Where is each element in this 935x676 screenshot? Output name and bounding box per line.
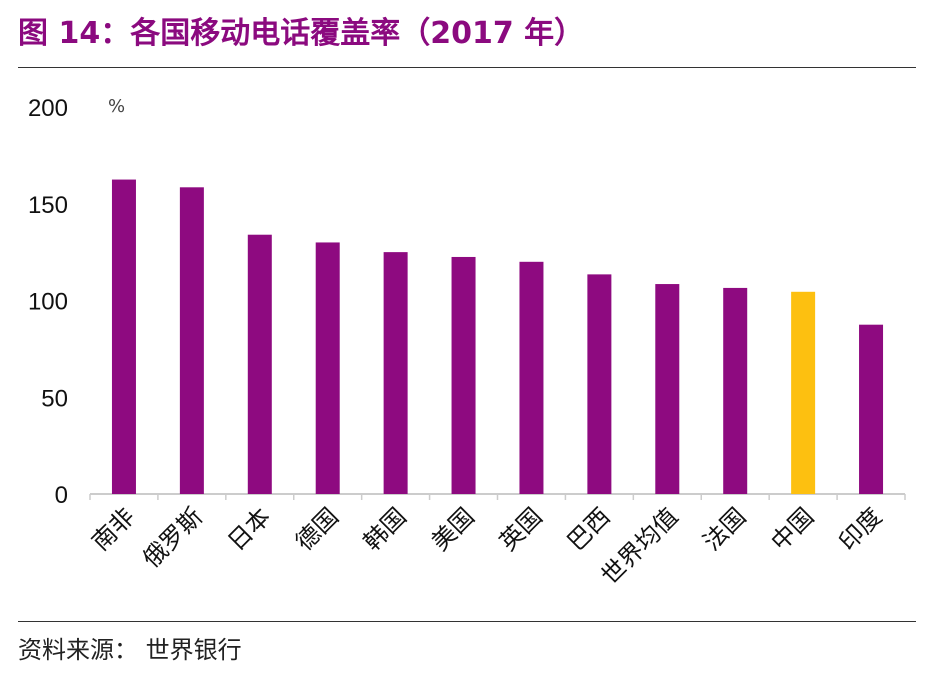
x-tick-label: 法国: [698, 502, 752, 556]
x-tick-label: 中国: [766, 502, 820, 556]
bar-7: [587, 274, 612, 494]
bar-5: [451, 256, 476, 494]
x-tick-label: 俄罗斯: [137, 502, 208, 573]
title-divider: [18, 67, 916, 68]
x-tick-label: 世界均值: [596, 502, 684, 590]
bar-2: [247, 234, 272, 494]
x-tick-label: 南非: [86, 502, 140, 556]
bar-11: [859, 324, 884, 494]
bar-1: [179, 187, 204, 495]
y-tick-label: 150: [28, 192, 68, 219]
bar-3: [315, 242, 340, 494]
bar-0: [111, 179, 136, 494]
x-tick-label: 巴西: [562, 502, 616, 556]
y-tick-label: 200: [28, 95, 68, 122]
x-tick-label: 美国: [426, 502, 480, 556]
source-note: 资料来源： 世界银行: [18, 636, 242, 664]
x-tick-label: 日本: [222, 502, 276, 556]
x-tick-label: 德国: [290, 502, 344, 556]
bar-10: [791, 291, 816, 494]
y-tick-label: 100: [28, 289, 68, 316]
bar-4: [383, 252, 408, 494]
y-tick-label: 50: [41, 385, 68, 412]
chart-title: 图 14：各国移动电话覆盖率（2017 年）: [18, 16, 585, 51]
source-divider: [18, 621, 916, 622]
y-unit-label: %: [108, 96, 125, 117]
x-tick-label: 韩国: [358, 502, 412, 556]
x-tick-label: 英国: [494, 502, 548, 556]
bar-8: [655, 284, 680, 494]
bar-9: [723, 287, 748, 494]
bar-6: [519, 261, 544, 494]
y-tick-label: 0: [55, 482, 68, 509]
x-tick-label: 印度: [834, 502, 888, 556]
